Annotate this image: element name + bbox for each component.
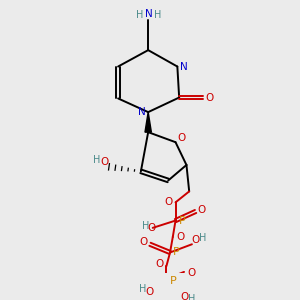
Text: P: P [178,216,185,226]
Text: N: N [145,9,153,19]
Text: H: H [188,294,196,300]
Text: O: O [178,133,186,142]
Text: H: H [142,221,149,231]
Text: P: P [173,248,180,257]
Text: O: O [187,268,195,278]
Text: N: N [180,61,188,71]
Text: N: N [138,107,146,117]
Text: O: O [100,157,109,167]
Text: O: O [145,287,153,297]
Text: H: H [199,233,207,243]
Text: O: O [198,205,206,214]
Text: O: O [155,259,163,269]
Text: H: H [139,284,146,294]
Text: O: O [181,292,189,300]
Text: O: O [176,232,184,242]
Text: O: O [164,197,172,207]
Text: H: H [136,11,144,20]
Text: O: O [205,92,213,103]
Text: H: H [154,11,161,20]
Polygon shape [145,112,152,132]
Text: H: H [92,154,100,164]
Text: P: P [169,276,176,286]
Text: O: O [191,235,200,245]
Text: O: O [140,238,148,248]
Text: O: O [148,223,156,233]
